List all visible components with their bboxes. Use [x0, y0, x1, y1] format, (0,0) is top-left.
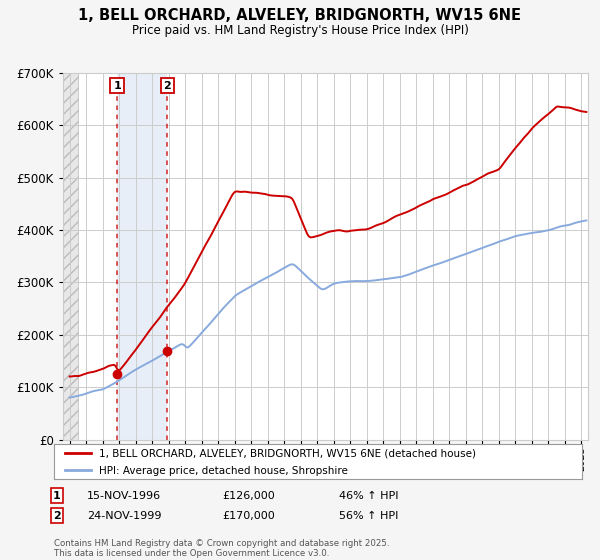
Text: Price paid vs. HM Land Registry's House Price Index (HPI): Price paid vs. HM Land Registry's House … — [131, 24, 469, 36]
Bar — [117, 73, 167, 440]
Text: 2: 2 — [163, 81, 171, 91]
Text: £170,000: £170,000 — [222, 511, 275, 521]
Text: 1, BELL ORCHARD, ALVELEY, BRIDGNORTH, WV15 6NE: 1, BELL ORCHARD, ALVELEY, BRIDGNORTH, WV… — [79, 8, 521, 24]
Text: £126,000: £126,000 — [222, 491, 275, 501]
Text: 1: 1 — [113, 81, 121, 91]
Text: 2: 2 — [53, 511, 61, 521]
Bar — [63, 73, 78, 440]
Text: 1: 1 — [53, 491, 61, 501]
Text: 24-NOV-1999: 24-NOV-1999 — [87, 511, 161, 521]
Text: Contains HM Land Registry data © Crown copyright and database right 2025.
This d: Contains HM Land Registry data © Crown c… — [54, 539, 389, 558]
Text: 15-NOV-1996: 15-NOV-1996 — [87, 491, 161, 501]
Text: 56% ↑ HPI: 56% ↑ HPI — [339, 511, 398, 521]
Text: HPI: Average price, detached house, Shropshire: HPI: Average price, detached house, Shro… — [99, 466, 348, 476]
Text: 46% ↑ HPI: 46% ↑ HPI — [339, 491, 398, 501]
Text: 1, BELL ORCHARD, ALVELEY, BRIDGNORTH, WV15 6NE (detached house): 1, BELL ORCHARD, ALVELEY, BRIDGNORTH, WV… — [99, 449, 476, 459]
